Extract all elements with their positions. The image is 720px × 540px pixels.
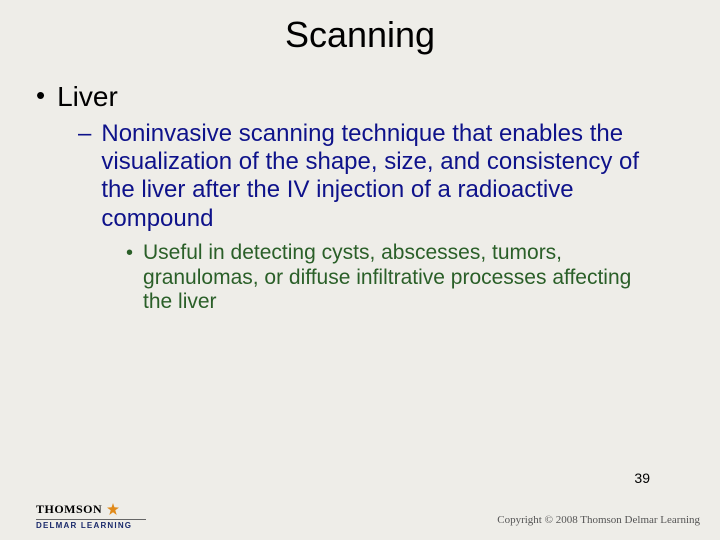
copyright-text: Copyright © 2008 Thomson Delmar Learning [497,514,700,526]
bullet-dash-icon: – [78,120,91,149]
brand-bottom: DELMAR LEARNING [36,521,146,530]
slide-footer: THOMSON DELMAR LEARNING Copyright © 2008… [0,500,720,540]
slide-title: Scanning [0,0,720,66]
bullet-l2-text: Noninvasive scanning technique that enab… [101,120,661,233]
brand-top: THOMSON [36,502,102,516]
slide: Scanning • Liver – Noninvasive scanning … [0,0,720,540]
bullet-dot-icon: • [36,80,45,111]
logo-divider [36,519,146,520]
bullet-l3-text: Useful in detecting cysts, abscesses, tu… [143,241,643,315]
publisher-logo: THOMSON DELMAR LEARNING [36,502,146,530]
bullet-l1-text: Liver [57,80,118,114]
bullet-level-3: • Useful in detecting cysts, abscesses, … [36,241,684,315]
slide-content: • Liver – Noninvasive scanning technique… [0,66,720,315]
star-icon [107,503,119,518]
bullet-dot-icon: • [126,241,133,265]
bullet-level-2: – Noninvasive scanning technique that en… [36,120,684,233]
page-number: 39 [634,470,650,486]
bullet-level-1: • Liver [36,80,684,114]
